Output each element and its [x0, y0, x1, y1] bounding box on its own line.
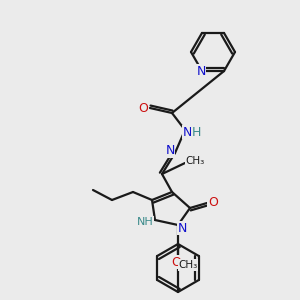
Text: O: O — [171, 256, 181, 268]
Text: NH: NH — [136, 217, 153, 227]
Text: CH₃: CH₃ — [185, 156, 205, 166]
Text: H: H — [191, 127, 201, 140]
Text: O: O — [208, 196, 218, 209]
Text: N: N — [177, 221, 187, 235]
Text: N: N — [182, 125, 192, 139]
Text: N: N — [196, 64, 206, 78]
Text: N: N — [165, 145, 175, 158]
Text: O: O — [138, 103, 148, 116]
Text: CH₃: CH₃ — [178, 260, 198, 270]
